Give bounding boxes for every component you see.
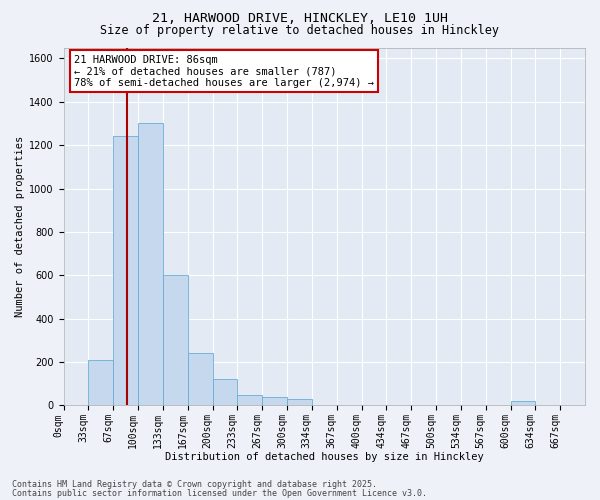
Bar	[238, 394, 262, 406]
Bar	[138, 124, 163, 406]
Bar	[163, 276, 188, 406]
X-axis label: Distribution of detached houses by size in Hinckley: Distribution of detached houses by size …	[165, 452, 484, 462]
Text: Contains public sector information licensed under the Open Government Licence v3: Contains public sector information licen…	[12, 488, 427, 498]
Text: 21, HARWOOD DRIVE, HINCKLEY, LE10 1UH: 21, HARWOOD DRIVE, HINCKLEY, LE10 1UH	[152, 12, 448, 26]
Y-axis label: Number of detached properties: Number of detached properties	[15, 136, 25, 317]
Bar	[287, 399, 312, 406]
Text: 21 HARWOOD DRIVE: 86sqm
← 21% of detached houses are smaller (787)
78% of semi-d: 21 HARWOOD DRIVE: 86sqm ← 21% of detache…	[74, 54, 374, 88]
Bar	[113, 136, 138, 406]
Text: Size of property relative to detached houses in Hinckley: Size of property relative to detached ho…	[101, 24, 499, 37]
Bar	[511, 401, 535, 406]
Bar	[188, 354, 212, 406]
Text: Contains HM Land Registry data © Crown copyright and database right 2025.: Contains HM Land Registry data © Crown c…	[12, 480, 377, 489]
Bar	[212, 380, 238, 406]
Bar	[262, 397, 287, 406]
Bar	[88, 360, 113, 406]
